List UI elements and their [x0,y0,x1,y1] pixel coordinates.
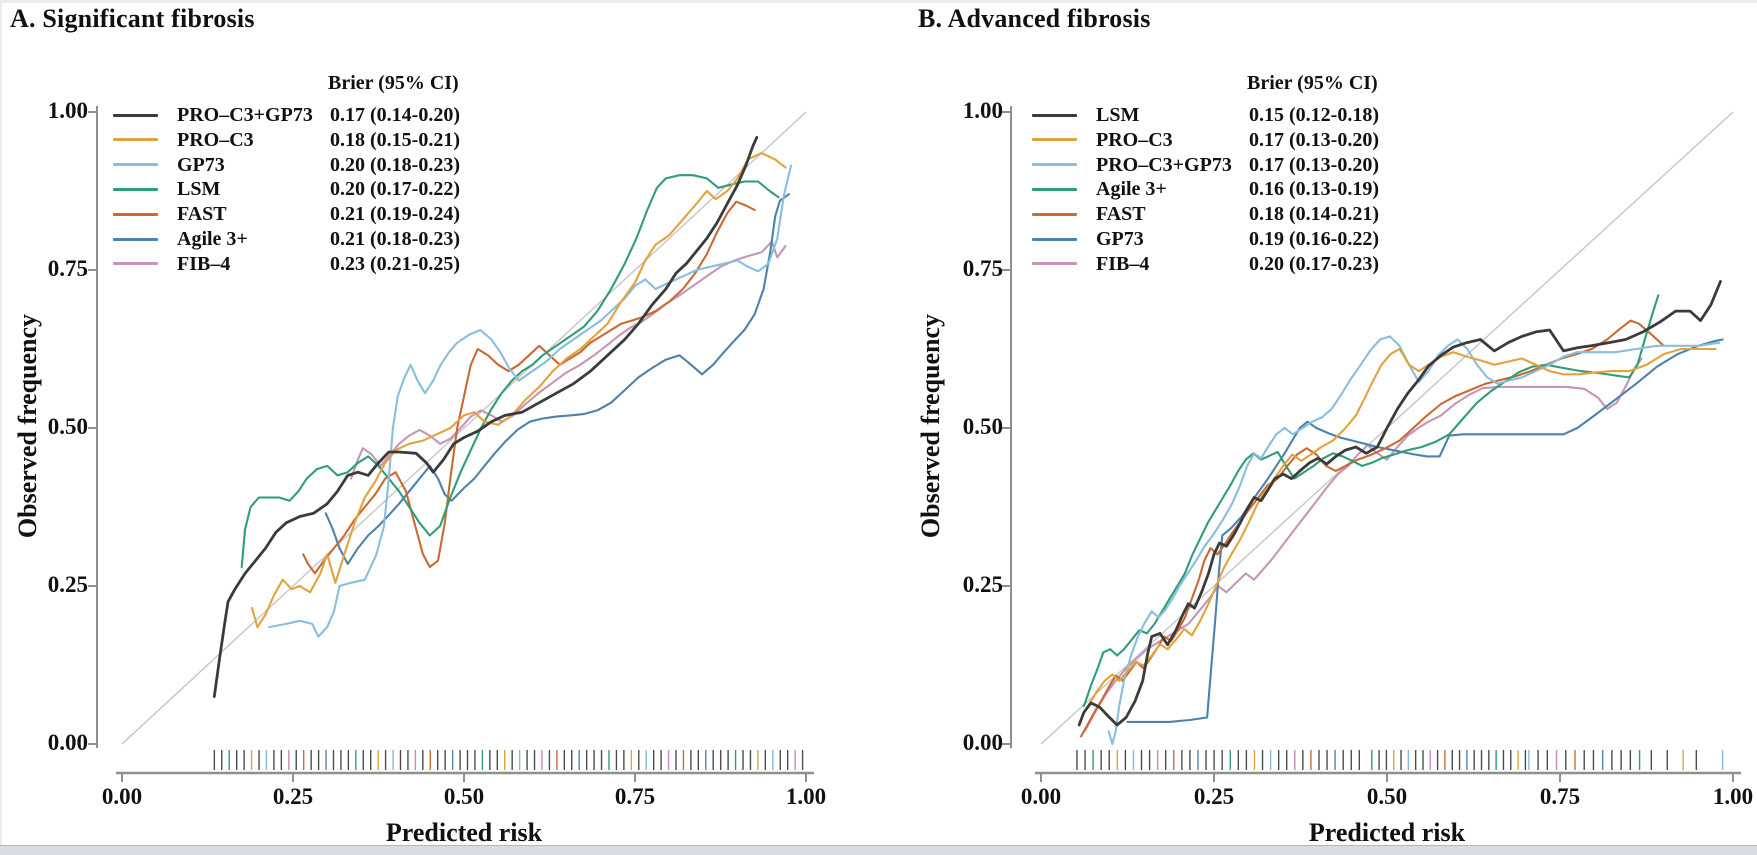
legend-label: Agile 3+ [177,228,248,250]
legend-brier-value: 0.18 (0.15-0.21) [330,128,460,151]
legend-label: PRO–C3+GP73 [177,104,313,126]
legend-label: PRO–C3 [177,128,254,151]
panel-b-legend-header: Brier (95% CI) [1247,72,1378,94]
panel-b-x-axis-label: Predicted risk [1308,818,1466,847]
series-line-GP73 [268,164,793,638]
panel-a-legend-header: Brier (95% CI) [328,72,459,94]
legend-swatch-LSM [1032,113,1077,117]
panel-a-x-tick-label: 0.00 [101,784,143,809]
panel-b-x-tick-label: 1.00 [1712,784,1754,809]
panel-a-title: A. Significant fibrosis [10,4,255,33]
legend-brier-value: 0.15 (0.12-0.18) [1249,104,1379,126]
legend-label: FAST [177,203,227,226]
legend-label: FIB–4 [1096,252,1150,275]
legend-brier-value: 0.17 (0.13-0.20) [1249,128,1379,151]
legend-swatch-Agile-3+ [113,237,158,241]
panel-b-y-tick-label: 0.75 [962,256,1003,281]
series-line-Agile-3+ [324,193,790,565]
panel-b-y-tick-label: 1.00 [962,98,1003,123]
series-line-PRO-C3 [1087,347,1717,708]
legend-label: LSM [177,178,221,201]
legend-swatch-FIB-4 [113,262,158,266]
panel-b-y-tick-label: 0.50 [962,414,1003,439]
legend-brier-value: 0.21 (0.18-0.23) [330,228,460,250]
legend-swatch-FIB-4 [1032,262,1077,266]
series-line-PRO-C3+GP73 [212,135,759,698]
legend-brier-value: 0.19 (0.16-0.22) [1249,228,1379,250]
legend-label: FIB–4 [177,252,231,275]
series-line-PRO-C3+GP73 [1107,335,1721,746]
legend-label: PRO–C3+GP73 [1096,153,1232,176]
panel-b-x-tick-label: 0.00 [1020,784,1062,809]
legend-brier-value: 0.20 (0.17-0.23) [1249,252,1379,275]
panel-b-y-tick-label: 0.25 [962,572,1003,597]
legend-brier-value: 0.21 (0.19-0.24) [330,203,460,226]
panel-a-reference-diagonal-line [121,111,807,745]
legend-swatch-GP73 [1032,237,1077,241]
legend-swatch-PRO-C3 [1032,138,1077,142]
legend-swatch-PRO-C3+GP73 [1032,163,1077,167]
panel-a-y-tick-label: 0.75 [47,256,88,281]
legend-brier-value: 0.17 (0.14-0.20) [330,104,460,126]
legend-brier-value: 0.23 (0.21-0.25) [330,252,460,275]
series-line-Agile-3+ [1082,294,1660,708]
series-line-FIB-4 [350,240,787,480]
figure-top-border [0,0,1757,3]
legend-swatch-Agile-3+ [1032,187,1077,191]
legend-label: GP73 [1096,228,1144,250]
series-line-FIB-4 [1083,357,1643,733]
series-line-GP73 [1126,338,1724,723]
panel-a-x-tick-label: 0.25 [272,784,314,809]
legend-label: PRO–C3 [1096,128,1173,151]
figure-bottom-strip [0,845,1757,855]
legend-brier-value: 0.16 (0.13-0.19) [1249,178,1379,201]
series-line-FAST [302,200,756,575]
legend-swatch-PRO-C3 [113,138,158,142]
legend-swatch-PRO-C3+GP73 [113,113,158,117]
panel-a-x-tick-label: 0.75 [614,784,656,809]
panel-a-y-tick-label: 0.25 [47,572,88,597]
legend-swatch-FAST [113,212,158,216]
legend-label: LSM [1096,104,1140,126]
panel-b-y-tick-label: 0.00 [962,730,1003,755]
legend-brier-value: 0.20 (0.18-0.23) [330,153,460,176]
legend-brier-value: 0.18 (0.14-0.21) [1249,203,1379,226]
panel-a-y-tick-label: 1.00 [47,98,88,123]
panel-a-y-tick-label: 0.50 [47,414,88,439]
panel-b-x-tick-label: 0.50 [1366,784,1408,809]
legend-brier-value: 0.17 (0.13-0.20) [1249,153,1379,176]
panel-b-title: B. Advanced fibrosis [918,4,1151,33]
panel-b-x-tick-label: 0.75 [1539,784,1581,809]
panel-a-y-tick-label: 0.00 [47,730,88,755]
series-line-LSM [1077,279,1722,727]
panel-b-x-tick-label: 0.25 [1193,784,1235,809]
panel-a-x-tick-label: 1.00 [785,784,827,809]
legend-label: GP73 [177,153,225,176]
legend-swatch-FAST [1032,212,1077,216]
legend-swatch-GP73 [113,163,158,167]
panel-a-x-axis-label: Predicted risk [385,818,543,847]
panel-a-x-tick-label: 0.50 [443,784,485,809]
legend-brier-value: 0.20 (0.17-0.22) [330,178,460,201]
figure-left-border [0,0,2,855]
legend-swatch-LSM [113,187,158,191]
legend-label: FAST [1096,203,1146,226]
legend-label: Agile 3+ [1096,178,1167,201]
